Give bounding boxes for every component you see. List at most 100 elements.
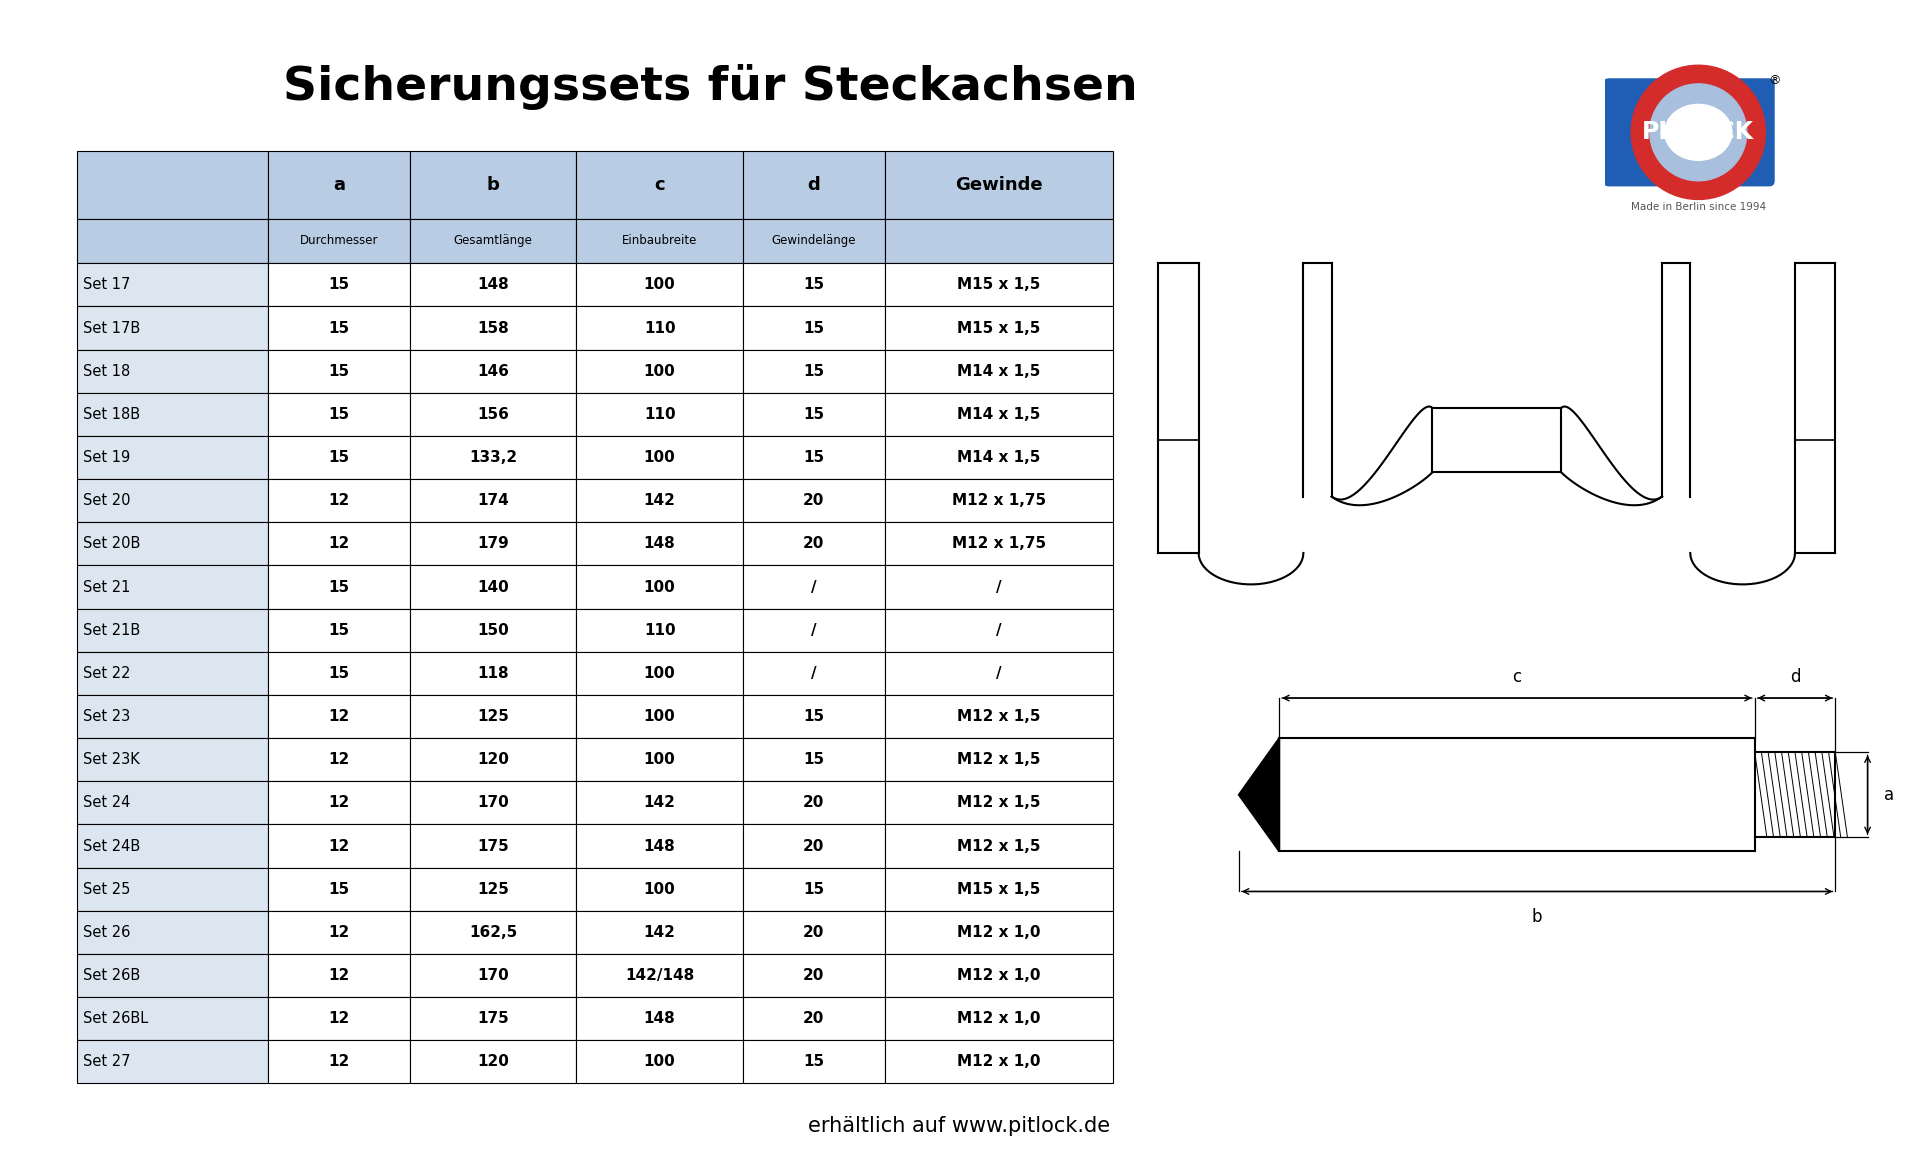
Text: 133,2: 133,2 bbox=[468, 450, 518, 465]
Circle shape bbox=[1631, 65, 1765, 199]
Text: c: c bbox=[654, 176, 666, 195]
Bar bbox=[576, 219, 743, 263]
Text: M14 x 1,5: M14 x 1,5 bbox=[958, 363, 1040, 379]
Text: Set 26: Set 26 bbox=[83, 925, 130, 940]
Bar bbox=[885, 479, 1113, 522]
Bar bbox=[77, 608, 269, 651]
Text: 20: 20 bbox=[804, 536, 825, 551]
Text: 12: 12 bbox=[328, 925, 349, 940]
Text: Set 24: Set 24 bbox=[83, 796, 130, 811]
Bar bbox=[77, 263, 269, 306]
Bar bbox=[77, 479, 269, 522]
Bar bbox=[576, 608, 743, 651]
Text: Set 26BL: Set 26BL bbox=[83, 1011, 148, 1026]
Text: Set 26B: Set 26B bbox=[83, 968, 140, 983]
Bar bbox=[743, 151, 885, 219]
Bar bbox=[77, 825, 269, 868]
Text: M12 x 1,0: M12 x 1,0 bbox=[958, 925, 1040, 940]
Text: 148: 148 bbox=[643, 536, 675, 551]
Bar bbox=[269, 739, 411, 782]
Text: M12 x 1,75: M12 x 1,75 bbox=[952, 493, 1046, 508]
Text: 100: 100 bbox=[643, 753, 675, 768]
Text: 20: 20 bbox=[804, 493, 825, 508]
Bar bbox=[743, 436, 885, 479]
Ellipse shape bbox=[1666, 105, 1731, 161]
Bar bbox=[885, 825, 1113, 868]
Text: /: / bbox=[812, 666, 817, 680]
Text: M15 x 1,5: M15 x 1,5 bbox=[958, 320, 1040, 336]
Text: a: a bbox=[1884, 785, 1894, 804]
Text: M15 x 1,5: M15 x 1,5 bbox=[958, 882, 1040, 897]
Bar bbox=[576, 565, 743, 608]
Text: Gewindelänge: Gewindelänge bbox=[771, 234, 856, 247]
Bar bbox=[885, 911, 1113, 954]
Text: 100: 100 bbox=[643, 882, 675, 897]
Bar bbox=[411, 479, 576, 522]
Text: a: a bbox=[332, 176, 345, 195]
Text: 146: 146 bbox=[478, 363, 509, 379]
Bar bbox=[269, 479, 411, 522]
Text: Sicherungssets für Steckachsen: Sicherungssets für Steckachsen bbox=[282, 64, 1138, 110]
Bar bbox=[269, 696, 411, 739]
Bar bbox=[77, 997, 269, 1040]
Text: 15: 15 bbox=[328, 579, 349, 594]
Bar bbox=[77, 954, 269, 997]
Text: 148: 148 bbox=[478, 277, 509, 292]
Bar bbox=[77, 306, 269, 350]
Bar bbox=[743, 782, 885, 825]
Text: 15: 15 bbox=[328, 363, 349, 379]
Text: 100: 100 bbox=[643, 450, 675, 465]
Text: 100: 100 bbox=[643, 579, 675, 594]
Bar bbox=[411, 151, 576, 219]
Text: 118: 118 bbox=[478, 666, 509, 680]
Text: d: d bbox=[1790, 668, 1800, 686]
Text: Set 21: Set 21 bbox=[83, 579, 130, 594]
Text: 125: 125 bbox=[478, 709, 509, 723]
Bar bbox=[411, 219, 576, 263]
Bar bbox=[576, 393, 743, 436]
Text: Set 24B: Set 24B bbox=[83, 839, 140, 854]
Text: 12: 12 bbox=[328, 796, 349, 811]
Bar bbox=[885, 997, 1113, 1040]
Text: 15: 15 bbox=[804, 320, 825, 336]
Text: c: c bbox=[1512, 668, 1522, 686]
Bar bbox=[411, 522, 576, 565]
Bar bbox=[269, 954, 411, 997]
Text: Set 20B: Set 20B bbox=[83, 536, 140, 551]
Bar bbox=[885, 868, 1113, 911]
Text: 12: 12 bbox=[328, 1054, 349, 1069]
Bar bbox=[269, 825, 411, 868]
Text: 120: 120 bbox=[478, 753, 509, 768]
Bar bbox=[411, 393, 576, 436]
Bar bbox=[269, 393, 411, 436]
Text: Set 23: Set 23 bbox=[83, 709, 130, 723]
Bar bbox=[743, 739, 885, 782]
Text: erhältlich auf www.pitlock.de: erhältlich auf www.pitlock.de bbox=[808, 1116, 1111, 1136]
Text: 12: 12 bbox=[328, 709, 349, 723]
Bar bbox=[269, 350, 411, 393]
Bar bbox=[77, 739, 269, 782]
Bar bbox=[743, 868, 885, 911]
Text: 110: 110 bbox=[645, 407, 675, 422]
Bar bbox=[576, 911, 743, 954]
Text: Set 25: Set 25 bbox=[83, 882, 130, 897]
Bar bbox=[743, 651, 885, 696]
Bar bbox=[576, 1040, 743, 1083]
Text: 110: 110 bbox=[645, 320, 675, 336]
Text: 20: 20 bbox=[804, 925, 825, 940]
Text: 142/148: 142/148 bbox=[626, 968, 695, 983]
Bar bbox=[77, 436, 269, 479]
Bar bbox=[743, 565, 885, 608]
Text: 12: 12 bbox=[328, 839, 349, 854]
Text: Set 21B: Set 21B bbox=[83, 623, 140, 637]
Bar bbox=[77, 393, 269, 436]
Text: Made in Berlin since 1994: Made in Berlin since 1994 bbox=[1631, 202, 1765, 212]
Text: 125: 125 bbox=[478, 882, 509, 897]
Bar bbox=[885, 219, 1113, 263]
Text: 100: 100 bbox=[643, 666, 675, 680]
Bar bbox=[576, 306, 743, 350]
Bar bbox=[411, 1040, 576, 1083]
Bar bbox=[885, 522, 1113, 565]
Bar bbox=[269, 219, 411, 263]
Bar bbox=[269, 868, 411, 911]
